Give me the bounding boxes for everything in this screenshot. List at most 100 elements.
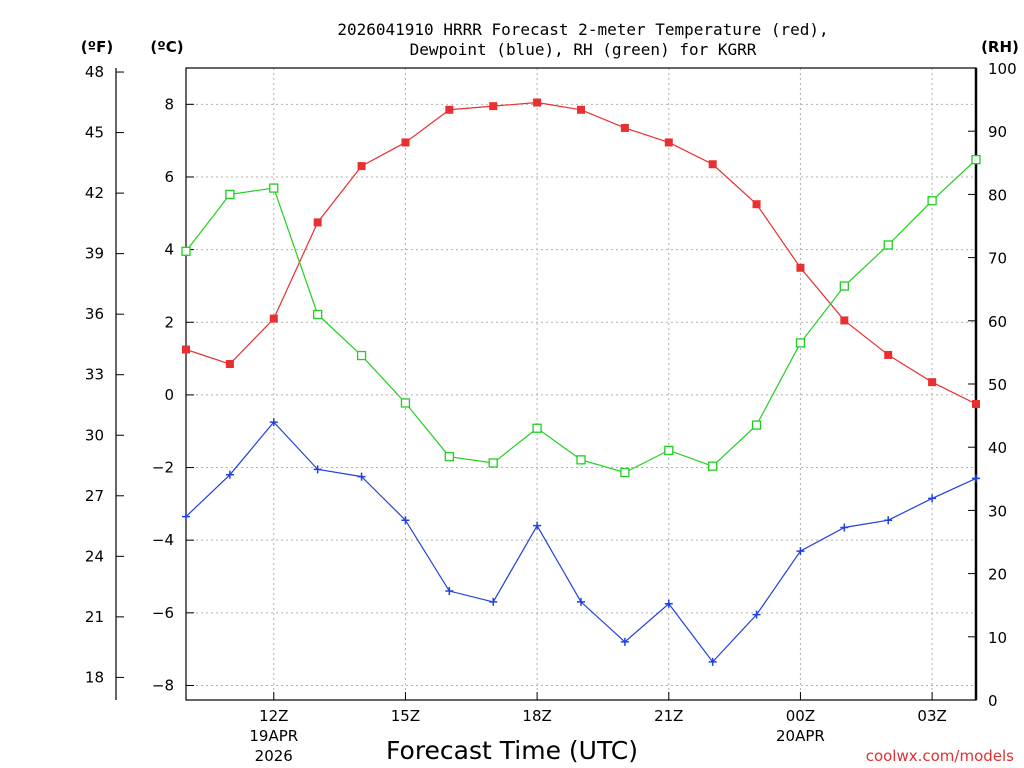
fahrenheit-tick-label: 24 bbox=[85, 547, 104, 565]
rh-tick-label: 50 bbox=[988, 376, 1007, 394]
x-tick-label: 12Z bbox=[259, 707, 288, 725]
celsius-tick-label: −8 bbox=[152, 676, 174, 694]
series-rh bbox=[181, 154, 981, 478]
temperature-point bbox=[533, 98, 542, 107]
rh-tick-label: 90 bbox=[988, 123, 1007, 141]
temperature-point bbox=[445, 105, 454, 114]
temperature-line bbox=[185, 101, 977, 405]
temperature-point bbox=[928, 378, 937, 387]
rh-point bbox=[444, 452, 454, 462]
dewpoint-point bbox=[577, 597, 585, 606]
rh-point bbox=[708, 461, 718, 471]
dewpoint-point bbox=[401, 516, 410, 525]
x-tick-label: 18Z bbox=[522, 707, 551, 725]
temperature-point bbox=[972, 399, 980, 408]
rh-point bbox=[839, 281, 849, 291]
celsius-tick-label: 8 bbox=[164, 95, 174, 113]
temperature-point bbox=[225, 360, 234, 369]
temperature-point bbox=[401, 138, 410, 147]
temperature-point bbox=[796, 263, 805, 272]
temperature-point bbox=[357, 162, 366, 171]
credit-link[interactable]: coolwx.com/models bbox=[866, 747, 1014, 765]
fahrenheit-tick-label: 21 bbox=[85, 608, 104, 626]
rh-tick-label: 100 bbox=[988, 60, 1017, 78]
celsius-tick-label: −2 bbox=[152, 459, 174, 477]
fahrenheit-tick-label: 33 bbox=[85, 366, 104, 384]
temperature-point bbox=[620, 123, 629, 132]
rh-point bbox=[225, 189, 235, 200]
dewpoint-point bbox=[708, 657, 717, 666]
temperature-point bbox=[752, 200, 761, 209]
celsius-tick-label: 2 bbox=[164, 313, 174, 331]
fahrenheit-tick-label: 36 bbox=[85, 305, 104, 323]
rh-point bbox=[269, 183, 279, 193]
rh-point bbox=[313, 309, 323, 320]
temperature-point bbox=[269, 314, 278, 323]
rh-tick-label: 80 bbox=[988, 186, 1007, 204]
temperature-point bbox=[708, 160, 717, 169]
rh-point bbox=[400, 398, 411, 408]
rh-point bbox=[488, 458, 498, 468]
dewpoint-point bbox=[884, 516, 893, 525]
fahrenheit-tick-label: 27 bbox=[85, 487, 104, 505]
x-tick-label: 15Z bbox=[391, 707, 420, 725]
data-series bbox=[181, 98, 981, 666]
celsius-tick-label: 6 bbox=[164, 168, 174, 186]
rh-point bbox=[971, 154, 981, 165]
dewpoint-point bbox=[489, 597, 498, 606]
rh-point bbox=[620, 467, 630, 478]
chart-title-line-2: Dewpoint (blue), RH (green) for KGRR bbox=[410, 40, 757, 59]
rh-tick-label: 30 bbox=[988, 502, 1007, 520]
fahrenheit-tick-label: 42 bbox=[85, 184, 104, 202]
dewpoint-point bbox=[972, 474, 980, 483]
x-axis-label: Forecast Time (UTC) bbox=[386, 736, 638, 765]
rh-line bbox=[185, 159, 977, 474]
dewpoint-point bbox=[796, 547, 805, 556]
rh-tick-label: 10 bbox=[988, 629, 1007, 647]
x-tick-label: 21Z bbox=[654, 707, 683, 725]
dewpoint-point bbox=[313, 465, 322, 474]
x-tick-sublabel: 2026 bbox=[255, 747, 293, 765]
dewpoint-point bbox=[445, 587, 454, 596]
rh-point bbox=[927, 196, 937, 206]
rh-tick-label: 0 bbox=[988, 692, 998, 710]
fahrenheit-tick-label: 30 bbox=[85, 426, 104, 444]
dewpoint-point bbox=[752, 610, 761, 619]
fahrenheit-tick-label: 18 bbox=[85, 668, 104, 686]
temperature-point bbox=[182, 345, 190, 354]
dewpoint-point bbox=[840, 523, 849, 532]
dewpoint-point bbox=[269, 418, 278, 427]
celsius-tick-label: 4 bbox=[164, 241, 174, 259]
rh-tick-label: 20 bbox=[988, 566, 1007, 584]
rh-tick-label: 40 bbox=[988, 439, 1007, 457]
series-dewpoint bbox=[182, 418, 980, 666]
rh-point bbox=[532, 423, 542, 433]
dewpoint-point bbox=[182, 512, 190, 521]
x-tick-label: 00Z bbox=[786, 707, 815, 725]
rh-point bbox=[181, 246, 191, 256]
rh-point bbox=[751, 420, 762, 430]
rh-point bbox=[795, 338, 806, 348]
rh-point bbox=[664, 445, 674, 456]
rh-axis-header: (RH) bbox=[981, 38, 1019, 56]
temperature-point bbox=[313, 218, 322, 227]
celsius-tick-label: −4 bbox=[152, 531, 174, 549]
temperature-point bbox=[884, 350, 893, 359]
fahrenheit-tick-label: 39 bbox=[85, 245, 104, 263]
rh-point bbox=[356, 350, 367, 361]
dewpoint-point bbox=[620, 637, 629, 646]
rh-point bbox=[576, 455, 586, 465]
dewpoint-point bbox=[225, 470, 234, 479]
temperature-point bbox=[577, 105, 585, 114]
chart-title-line-1: 2026041910 HRRR Forecast 2-meter Tempera… bbox=[337, 20, 828, 39]
x-tick-label: 03Z bbox=[917, 707, 946, 725]
celsius-tick-label: −6 bbox=[152, 604, 174, 622]
temperature-point bbox=[664, 138, 673, 147]
fahrenheit-tick-label: 48 bbox=[85, 63, 104, 81]
rh-tick-label: 60 bbox=[988, 313, 1007, 331]
dewpoint-point bbox=[533, 521, 542, 530]
dewpoint-point bbox=[357, 472, 366, 481]
fahrenheit-tick-label: 45 bbox=[85, 124, 104, 142]
